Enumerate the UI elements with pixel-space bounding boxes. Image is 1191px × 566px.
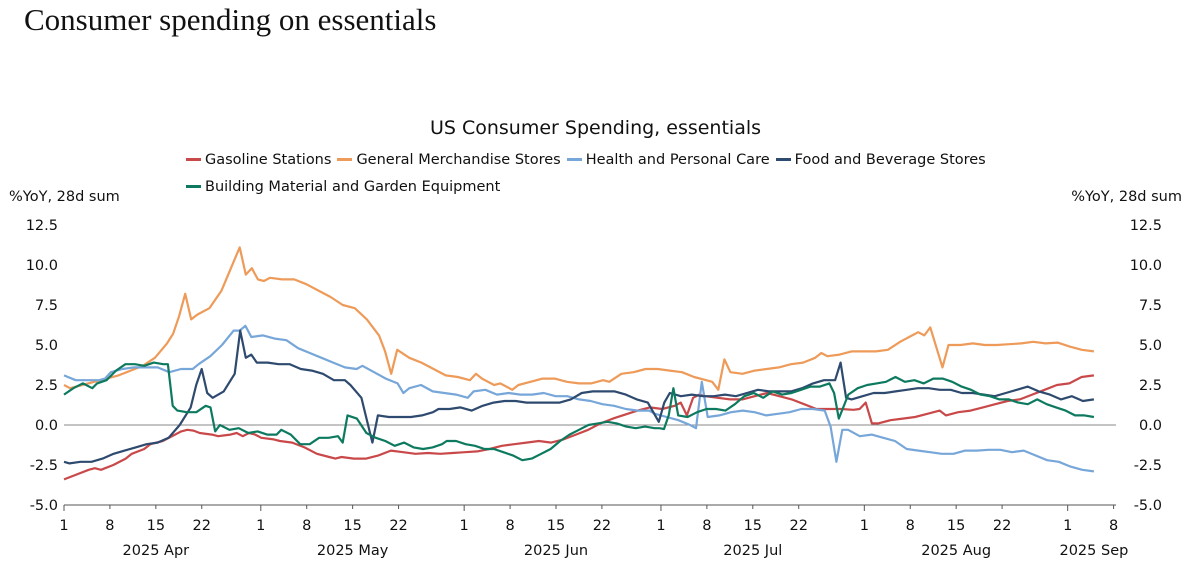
series-line-food-and-beverage-stores[interactable] — [63, 329, 1095, 465]
x-month-label: 2025 Aug — [921, 543, 991, 559]
x-month-label: 2025 Jun — [524, 543, 588, 559]
y-tick-label-right: 7.5 — [1139, 298, 1162, 314]
y-tick-label-right: -5.0 — [1134, 498, 1162, 514]
legend-swatch-building-material-and-garden-equipment — [186, 185, 201, 188]
legend-label: Health and Personal Care — [585, 151, 770, 168]
legend: Gasoline Stations General Merchandise St… — [186, 146, 1046, 200]
x-tick-label: 15 — [147, 518, 165, 534]
x-tick-label: 8 — [702, 518, 711, 534]
legend-label: Gasoline Stations — [205, 151, 332, 168]
x-month-label: 2025 Apr — [123, 543, 190, 559]
y-tick-label-right: 0.0 — [1139, 418, 1162, 434]
x-tick-label: 22 — [593, 518, 611, 534]
legend-swatch-food-and-beverage-stores — [775, 158, 791, 161]
x-month-label: 2025 May — [317, 543, 389, 559]
x-tick-label: 1 — [860, 518, 869, 534]
y-tick-label-right: 10.0 — [1130, 258, 1162, 274]
legend-row-2: Building Material and Garden Equipment — [186, 173, 1046, 200]
x-tick-label: 15 — [547, 518, 565, 534]
y-tick-label-left: 10.0 — [26, 258, 58, 274]
page-title: Consumer spending on essentials — [24, 2, 437, 37]
legend-item-health-and-personal-care[interactable]: Health and Personal Care — [566, 151, 770, 168]
x-tick-label: 22 — [193, 518, 211, 534]
x-tick-label: 8 — [302, 518, 311, 534]
x-tick-label: 15 — [947, 518, 965, 534]
x-tick-label: 22 — [789, 518, 807, 534]
legend-label: Building Material and Garden Equipment — [205, 178, 501, 195]
x-tick-label: 1 — [656, 518, 665, 534]
x-tick-label: 8 — [105, 518, 114, 534]
y-tick-label-left: 12.5 — [26, 218, 58, 234]
x-tick-label: 1 — [256, 518, 265, 534]
x-tick-label: 1 — [59, 518, 68, 534]
x-tick-label: 22 — [993, 518, 1011, 534]
chart-title: US Consumer Spending, essentials — [429, 117, 762, 139]
series-line-general-merchandise-stores[interactable] — [63, 246, 1095, 391]
y-tick-label-right: 12.5 — [1130, 218, 1162, 234]
y-tick-label-left: 0.0 — [35, 418, 58, 434]
y-tick-label-left: -5.0 — [30, 498, 58, 514]
x-tick-label: 1 — [460, 518, 469, 534]
y-axis-label-right: %YoY, 28d sum — [1071, 189, 1182, 205]
legend-item-general-merchandise-stores[interactable]: General Merchandise Stores — [337, 151, 561, 168]
y-axis-label-left: %YoY, 28d sum — [9, 189, 120, 205]
legend-row-1: Gasoline Stations General Merchandise St… — [186, 146, 1046, 173]
legend-item-gasoline-stations[interactable]: Gasoline Stations — [186, 152, 331, 168]
series-line-health-and-personal-care[interactable] — [63, 324, 1095, 473]
x-tick-label: 15 — [343, 518, 361, 534]
x-month-label: 2025 Sep — [1059, 543, 1128, 559]
y-tick-label-right: -2.5 — [1134, 458, 1162, 474]
y-tick-label-left: 5.0 — [35, 338, 58, 354]
y-tick-label-right: 2.5 — [1139, 378, 1162, 394]
y-tick-label-left: 7.5 — [35, 298, 58, 314]
y-tick-label-left: 2.5 — [35, 378, 58, 394]
legend-label: General Merchandise Stores — [356, 151, 561, 168]
legend-item-food-and-beverage-stores[interactable]: Food and Beverage Stores — [775, 151, 986, 168]
legend-item-building-material-and-garden-equipment[interactable]: Building Material and Garden Equipment — [186, 179, 500, 195]
y-tick-label-left: -2.5 — [30, 458, 58, 474]
x-tick-label: 8 — [505, 518, 514, 534]
series-line-building-material-and-garden-equipment[interactable] — [63, 361, 1095, 462]
legend-label: Food and Beverage Stores — [794, 151, 986, 168]
legend-swatch-health-and-personal-care — [566, 158, 582, 161]
series-line-gasoline-stations[interactable] — [63, 374, 1095, 481]
x-tick-label: 15 — [744, 518, 762, 534]
x-tick-label: 1 — [1063, 518, 1072, 534]
x-tick-label: 8 — [906, 518, 915, 534]
x-tick-label: 8 — [1109, 518, 1118, 534]
y-tick-label-right: 5.0 — [1139, 338, 1162, 354]
legend-swatch-gasoline-stations — [186, 158, 201, 161]
legend-swatch-general-merchandise-stores — [337, 158, 353, 161]
x-tick-label: 22 — [389, 518, 407, 534]
x-month-label: 2025 Jul — [723, 543, 782, 559]
